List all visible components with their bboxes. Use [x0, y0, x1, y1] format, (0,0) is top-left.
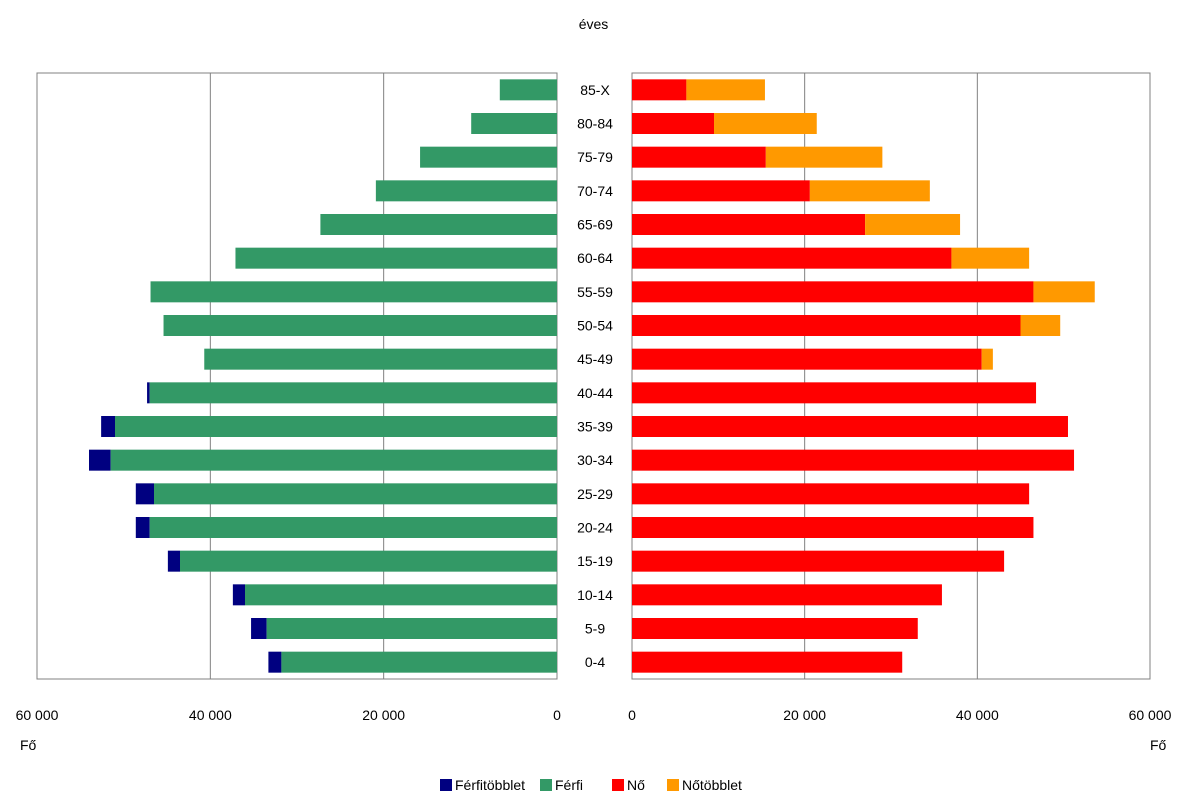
x-tick-label-right: 60 000 — [1129, 707, 1172, 723]
bar — [632, 517, 1034, 538]
category-label: 50-54 — [577, 318, 613, 334]
bar — [245, 584, 557, 606]
bar — [765, 146, 883, 168]
bar — [809, 180, 930, 202]
category-label: 25-29 — [577, 486, 613, 502]
bar — [471, 113, 557, 134]
category-label: 65-69 — [577, 217, 613, 233]
bar — [89, 449, 111, 471]
x-tick-label-right: 40 000 — [956, 707, 999, 723]
bar — [686, 79, 765, 101]
bar — [115, 416, 557, 437]
x-tick-label-right: 0 — [628, 707, 636, 723]
x-tick-label-left: 40 000 — [189, 707, 232, 723]
bar — [632, 180, 810, 202]
bar — [632, 550, 1005, 572]
legend-label: Férfitöbblet — [455, 777, 525, 793]
left-plot-area — [36, 72, 558, 680]
bar — [150, 281, 558, 303]
bar — [632, 416, 1068, 437]
bar — [632, 281, 1034, 303]
bar — [632, 79, 687, 101]
bar — [135, 517, 150, 538]
bar — [320, 214, 557, 235]
bar — [420, 146, 557, 168]
bar — [149, 517, 557, 538]
bar — [632, 382, 1037, 404]
category-label: 35-39 — [577, 419, 613, 435]
bar — [266, 618, 557, 639]
bar — [632, 214, 866, 235]
category-label: 10-14 — [577, 587, 613, 603]
bar — [375, 180, 557, 202]
bar — [981, 348, 993, 370]
category-label: 60-64 — [577, 250, 613, 266]
bar — [167, 550, 180, 572]
bar — [632, 315, 1021, 336]
bar — [147, 382, 150, 404]
category-label: 85-X — [580, 82, 610, 98]
bar — [268, 651, 282, 673]
bar — [951, 247, 1030, 269]
legend-swatch — [440, 779, 452, 791]
bar — [632, 247, 952, 269]
x-tick-label-left: 20 000 — [362, 707, 405, 723]
legend-label: Férfi — [555, 777, 583, 793]
bar — [865, 214, 961, 235]
legend-swatch — [667, 779, 679, 791]
bar — [632, 449, 1075, 471]
category-label: 20-24 — [577, 520, 613, 536]
bar — [101, 416, 115, 437]
bar — [632, 483, 1030, 505]
category-label: 0-4 — [585, 654, 605, 670]
bar — [499, 79, 557, 101]
legend-swatch — [540, 779, 552, 791]
bar — [110, 449, 558, 471]
x-tick-label-right: 20 000 — [783, 707, 826, 723]
unit-label-left: Fő — [20, 737, 37, 753]
bar — [632, 618, 918, 639]
category-label: 75-79 — [577, 149, 613, 165]
bar — [235, 247, 557, 269]
bar — [714, 113, 817, 134]
bar — [1033, 281, 1095, 303]
legend-label: Nőtöbblet — [682, 777, 742, 793]
category-label: 55-59 — [577, 284, 613, 300]
bar — [135, 483, 154, 505]
bar — [632, 146, 766, 168]
category-label: 80-84 — [577, 116, 613, 132]
bar — [251, 618, 267, 639]
legend-label: Nő — [627, 777, 645, 793]
chart-subtitle: éves — [579, 16, 609, 32]
legend-swatch — [612, 779, 624, 791]
bar — [632, 584, 942, 606]
bar — [149, 382, 557, 404]
bar — [632, 651, 903, 673]
category-label: 70-74 — [577, 183, 613, 199]
unit-label-right: Fő — [1150, 737, 1167, 753]
category-label: 40-44 — [577, 385, 613, 401]
category-label: 15-19 — [577, 553, 613, 569]
bar — [281, 651, 557, 673]
category-label: 5-9 — [585, 621, 605, 637]
bar — [163, 315, 558, 336]
category-label: 45-49 — [577, 351, 613, 367]
x-tick-label-left: 60 000 — [16, 707, 59, 723]
right-plot-area — [631, 72, 1151, 680]
bar — [180, 550, 557, 572]
bar — [232, 584, 245, 606]
x-tick-label-left: 0 — [553, 707, 561, 723]
bar — [1020, 315, 1061, 336]
bar — [632, 348, 982, 370]
bar — [632, 113, 715, 134]
bar — [204, 348, 557, 370]
bar — [154, 483, 557, 505]
category-label: 30-34 — [577, 452, 613, 468]
